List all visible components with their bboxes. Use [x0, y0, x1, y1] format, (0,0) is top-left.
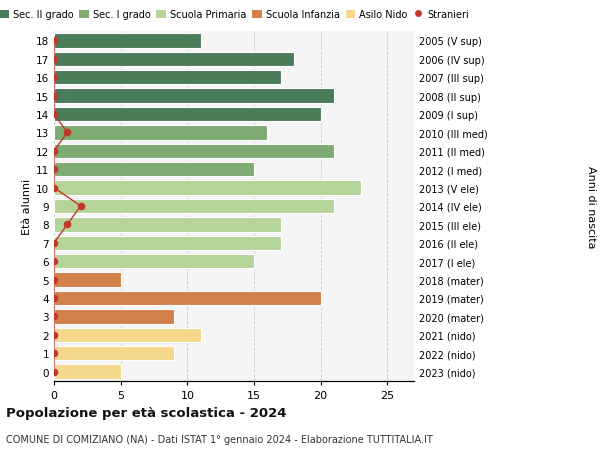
Point: [49, 331, 59, 339]
Point: [49, 258, 59, 265]
Legend: Sec. II grado, Sec. I grado, Scuola Primaria, Scuola Infanzia, Asilo Nido, Stran: Sec. II grado, Sec. I grado, Scuola Prim…: [0, 6, 473, 24]
Bar: [54, 71, 281, 85]
Point: [76, 203, 85, 210]
Point: [49, 38, 59, 45]
Text: COMUNE DI COMIZIANO (NA) - Dati ISTAT 1° gennaio 2024 - Elaborazione TUTTITALIA.: COMUNE DI COMIZIANO (NA) - Dati ISTAT 1°…: [6, 434, 433, 444]
Point: [49, 56, 59, 63]
Text: Anni di nascita: Anni di nascita: [586, 165, 596, 248]
Point: [49, 368, 59, 375]
Bar: [54, 273, 121, 287]
Point: [49, 295, 59, 302]
Point: [49, 185, 59, 192]
Bar: [54, 34, 200, 49]
Point: [49, 313, 59, 320]
Text: Popolazione per età scolastica - 2024: Popolazione per età scolastica - 2024: [6, 406, 287, 419]
Bar: [54, 328, 200, 342]
Point: [49, 276, 59, 284]
Y-axis label: Età alunni: Età alunni: [22, 179, 32, 235]
Point: [49, 240, 59, 247]
Point: [62, 221, 72, 229]
Bar: [54, 126, 268, 140]
Point: [49, 350, 59, 357]
Bar: [54, 291, 320, 306]
Bar: [54, 199, 334, 214]
Bar: [54, 89, 334, 104]
Point: [62, 129, 72, 137]
Bar: [54, 162, 254, 177]
Bar: [54, 107, 320, 122]
Point: [49, 111, 59, 118]
Point: [49, 74, 59, 82]
Bar: [54, 52, 294, 67]
Bar: [54, 309, 174, 324]
Bar: [54, 236, 281, 251]
Point: [49, 166, 59, 174]
Bar: [54, 181, 361, 196]
Point: [49, 93, 59, 100]
Point: [49, 148, 59, 155]
Bar: [54, 364, 121, 379]
Bar: [54, 144, 334, 159]
Bar: [54, 346, 174, 361]
Bar: [54, 254, 254, 269]
Bar: [54, 218, 281, 232]
